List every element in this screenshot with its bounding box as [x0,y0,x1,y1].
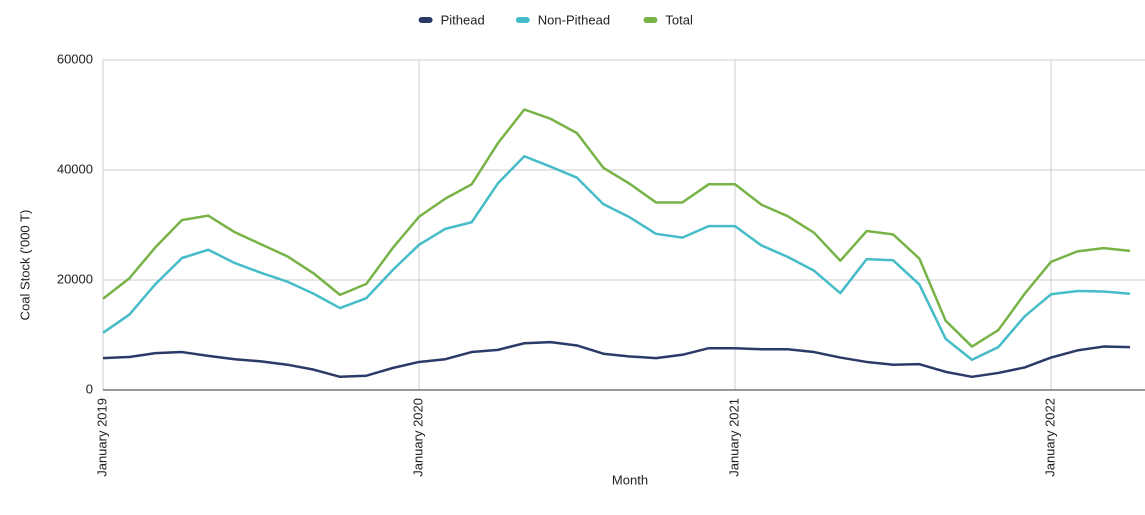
x-tick-label: January 2021 [726,398,741,477]
x-tick-label: January 2019 [94,398,109,477]
legend-swatch [643,17,658,23]
legend-swatch [418,17,433,23]
x-tick-label: January 2020 [410,398,425,477]
y-tick-label: 60000 [57,51,93,66]
x-axis-label: Month [612,472,648,487]
y-axis-label: Coal Stock ('000 T) [17,210,32,321]
legend-label: Pithead [441,12,485,27]
series-line [102,108,1131,348]
y-tick-label: 40000 [57,161,93,176]
series-line [102,340,1131,379]
legend-label: Non-Pithead [538,12,610,27]
y-tick-label: 20000 [57,271,93,286]
series-line [102,155,1131,361]
legend-label: Total [665,12,693,27]
x-tick-label: January 2022 [1042,398,1057,477]
y-tick-label: 0 [86,381,93,396]
legend-swatch [515,17,530,23]
